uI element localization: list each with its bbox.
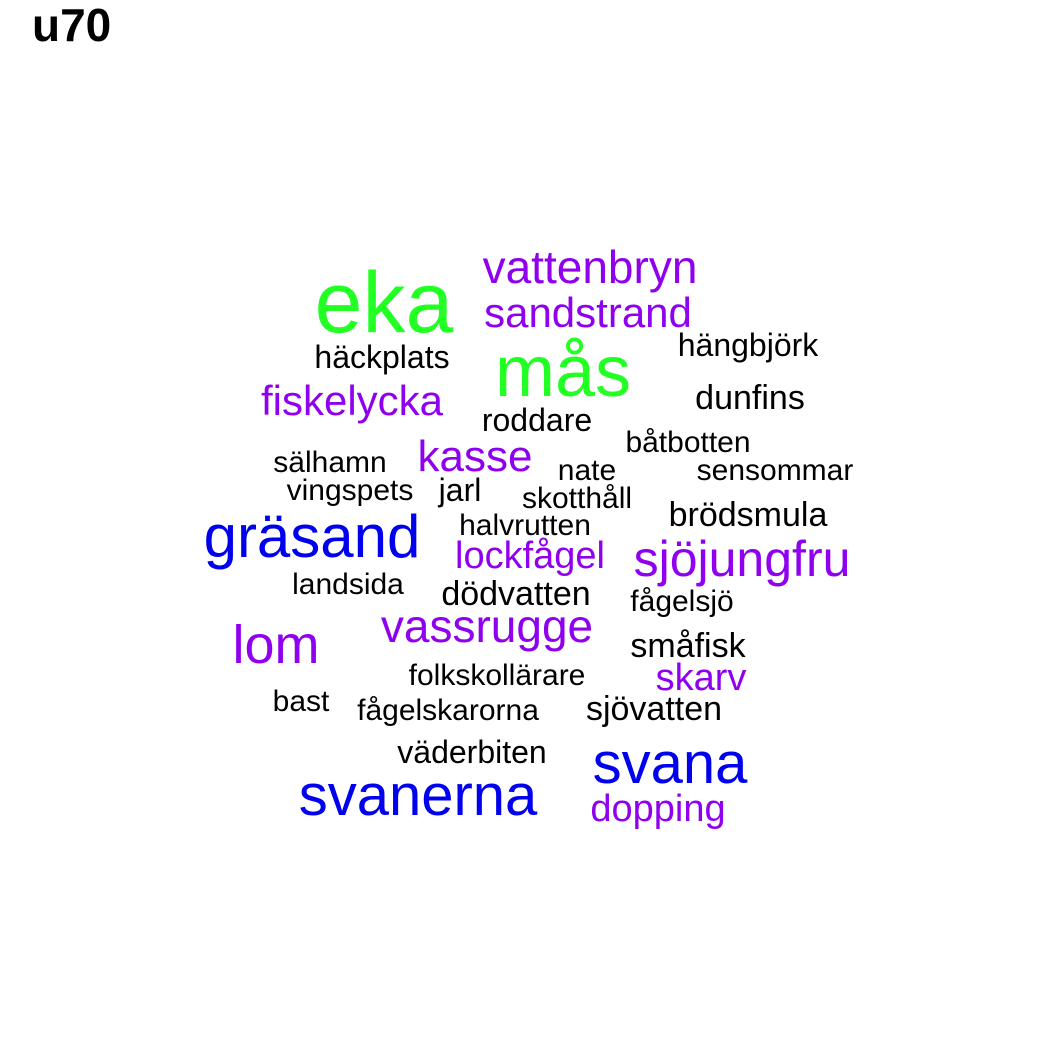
word-halvrutten: halvrutten <box>459 509 591 542</box>
word-roddare: roddare <box>481 402 593 438</box>
word-dodvatten: dödvatten <box>441 575 591 613</box>
word-bast: bast <box>272 685 330 718</box>
word-sjovatten: sjövatten <box>585 690 723 728</box>
word-svana: svana <box>592 731 748 796</box>
word-salhamn: sälhamn <box>273 446 387 479</box>
word-skarv: skarv <box>655 657 747 699</box>
page-title: u70 <box>32 0 112 51</box>
word-fagelskarorna: fågelskarorna <box>357 694 539 727</box>
word-nate: nate <box>557 454 617 487</box>
word-vaderbiten: väderbiten <box>397 734 547 770</box>
word-jarl: jarl <box>438 472 482 508</box>
word-vingspets: vingspets <box>286 474 414 507</box>
word-svanerna: svanerna <box>298 763 538 828</box>
word-fiskelycka: fiskelycka <box>260 377 444 424</box>
word-smafisk: småfisk <box>630 627 746 665</box>
word-brodsmula: brödsmula <box>668 496 828 534</box>
word-dopping: dopping <box>590 788 726 830</box>
word-folkskollarare: folkskollärare <box>408 659 586 692</box>
word-vassrugge: vassrugge <box>380 600 594 652</box>
word-skotthall: skotthåll <box>521 482 633 515</box>
word-kasse: kasse <box>417 432 533 481</box>
word-sjojungfru: sjöjungfru <box>633 531 851 587</box>
word-hangbjork: hängbjörk <box>677 327 819 363</box>
word-sensommar: sensommar <box>696 454 854 487</box>
word-grasand: gräsand <box>203 503 421 570</box>
word-sandstrand: sandstrand <box>484 289 692 336</box>
word-mas: mås <box>494 332 632 412</box>
word-dunfins: dunfins <box>695 379 805 417</box>
word-lom: lom <box>232 615 320 675</box>
word-lockfagel: lockfågel <box>455 535 605 577</box>
word-vattenbryn: vattenbryn <box>482 241 698 293</box>
word-batbotten: båtbotten <box>625 426 751 459</box>
word-eka: eka <box>314 255 454 351</box>
word-landsida: landsida <box>292 568 404 601</box>
word-fagelsjo: fågelsjö <box>630 585 734 618</box>
word-hackplats: häckplats <box>314 339 450 375</box>
